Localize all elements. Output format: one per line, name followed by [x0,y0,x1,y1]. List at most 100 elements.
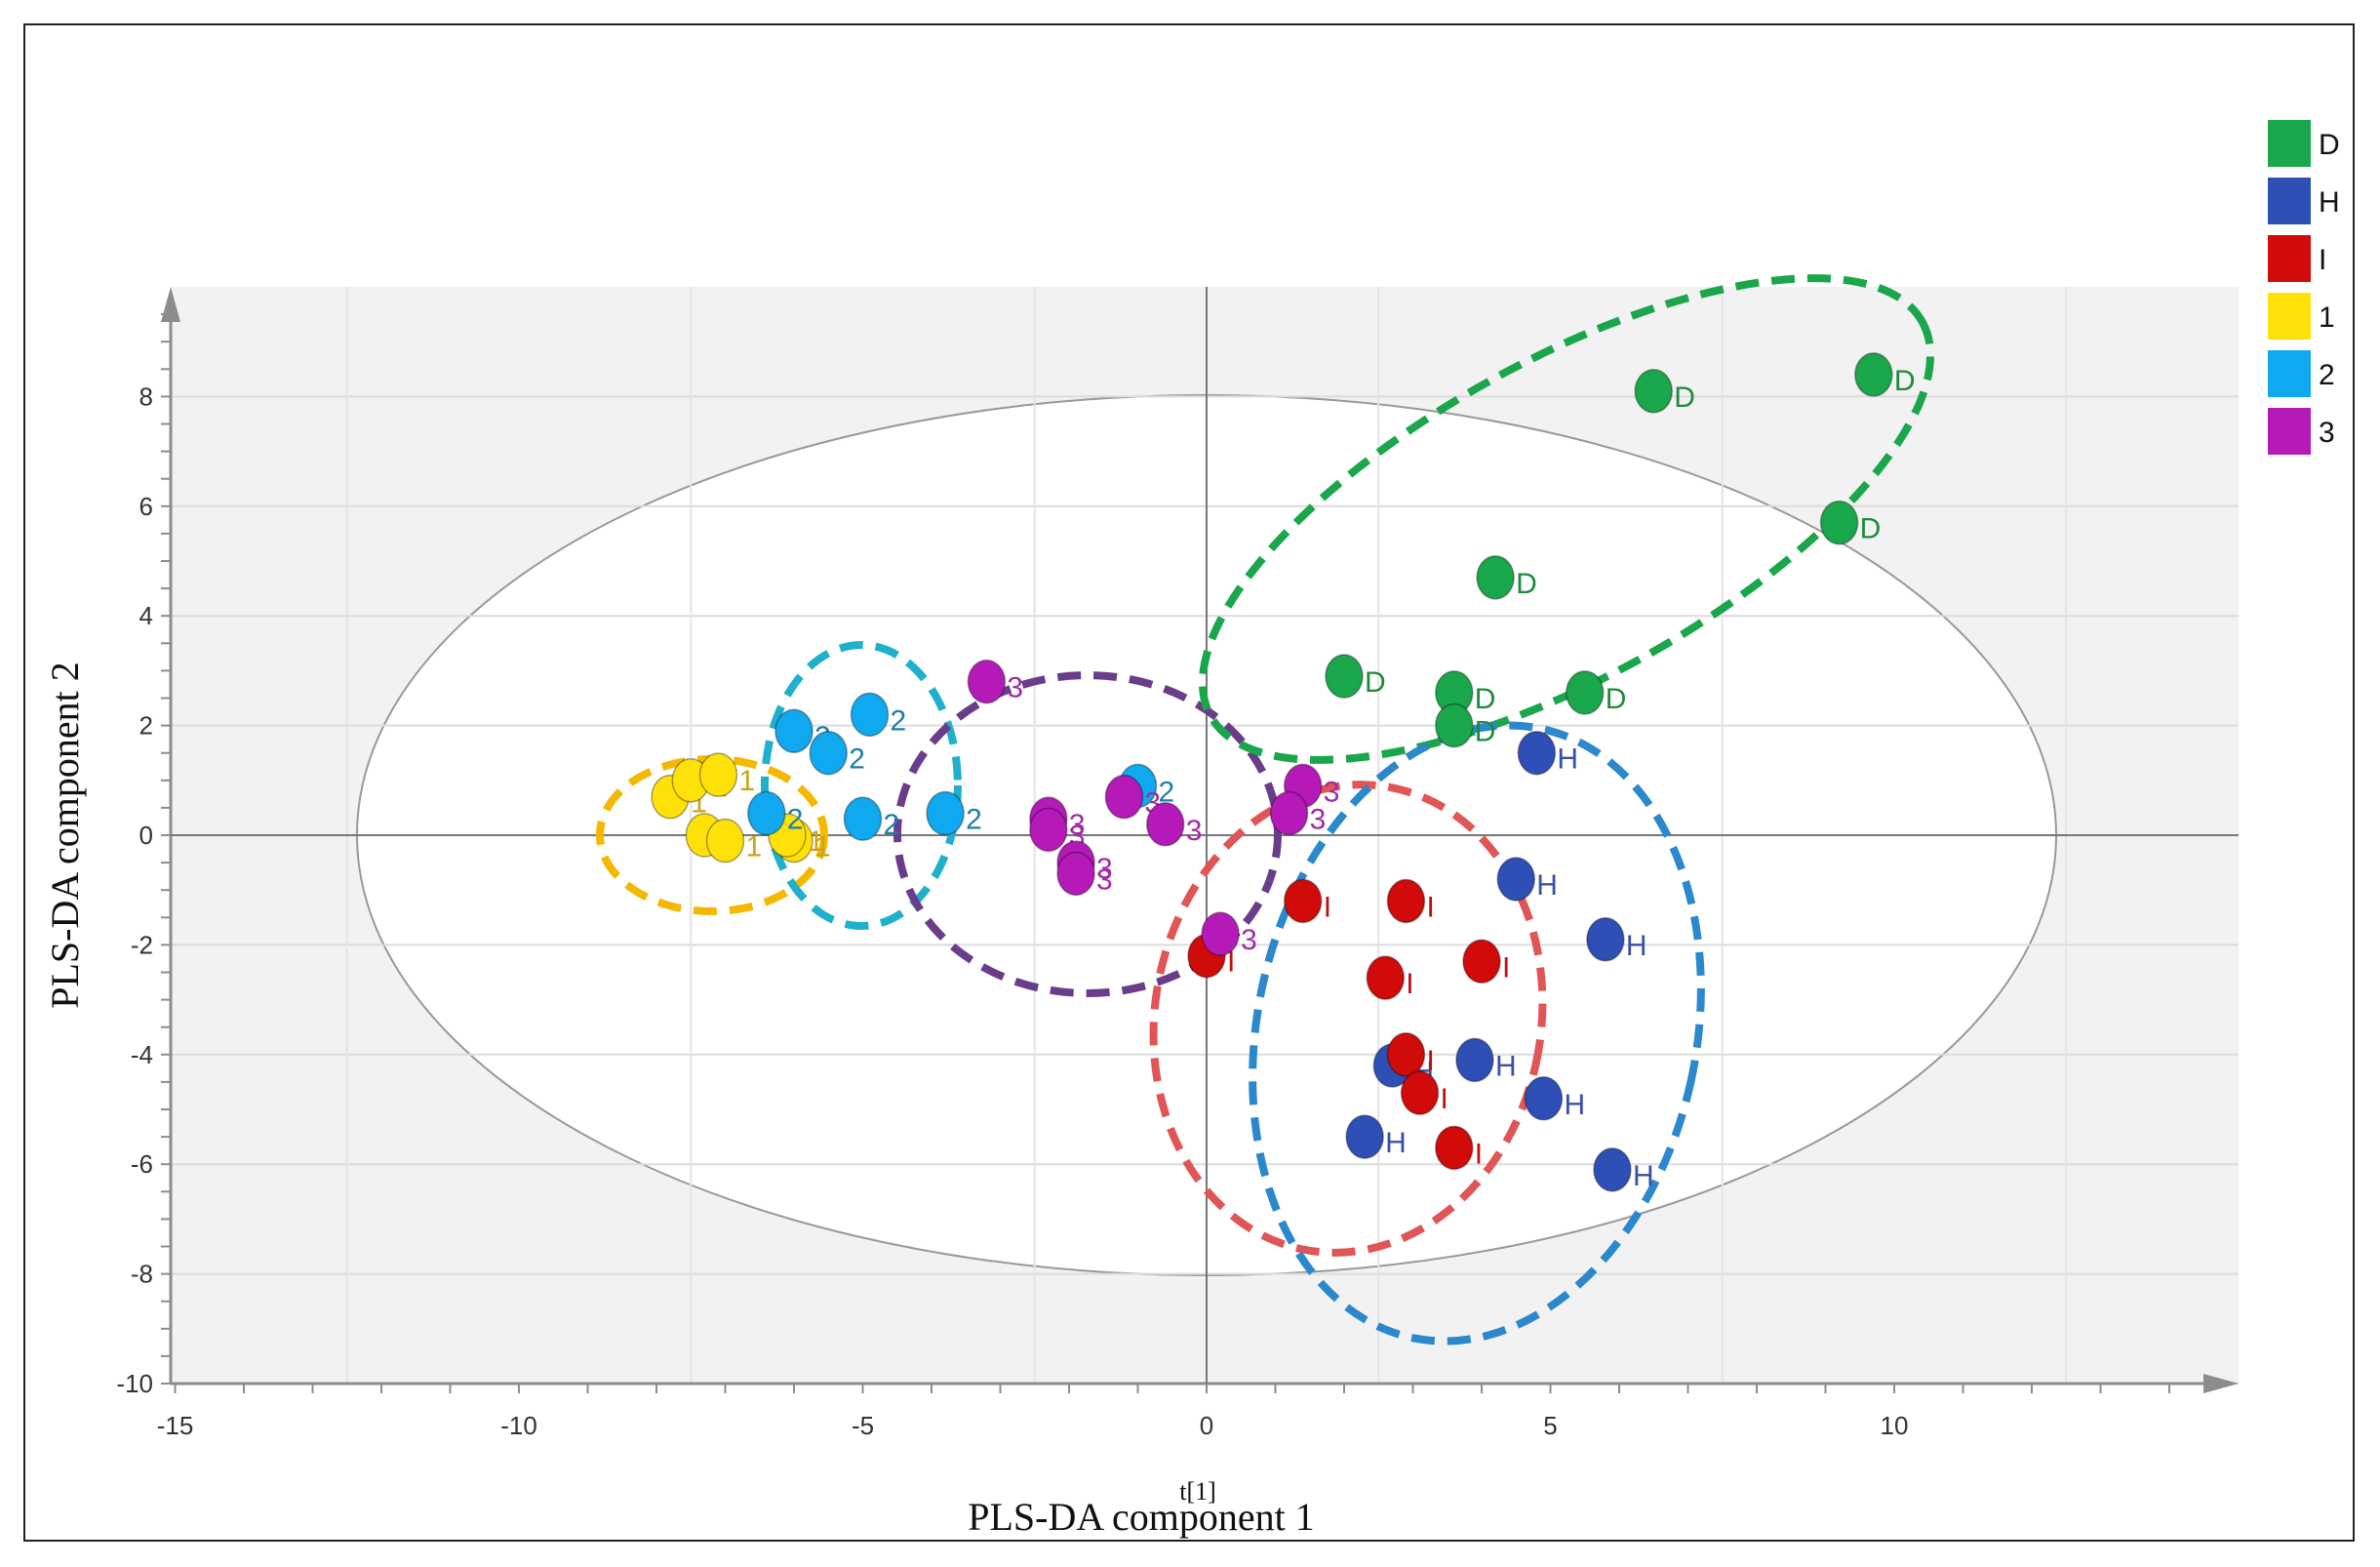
data-point-I [1283,878,1323,924]
point-label-I: I [1324,891,1331,923]
point-label-I: I [1441,1083,1448,1115]
data-point-H [1593,1147,1632,1192]
data-point-I [1400,1070,1440,1115]
data-point-2 [747,790,786,836]
chart-frame [23,23,2355,1542]
cluster-outline-2 [761,641,962,930]
point-label-H: H [1385,1127,1407,1159]
y-tick-label: -2 [131,930,153,959]
point-label-I: I [1502,951,1510,984]
data-point-I [1366,955,1406,1000]
x-axis-title: PLS-DA component 1 [968,1495,1315,1539]
data-point-3 [1029,807,1068,853]
legend-swatch-1 [2268,293,2311,340]
legend-swatch-I [2268,235,2311,282]
data-point-I [1435,1125,1474,1171]
point-label-1: 1 [738,765,755,797]
legend-swatch-D [2268,120,2311,167]
data-point-3 [1201,911,1240,956]
data-point-D [1634,369,1673,414]
y-tick-label: 0 [139,821,153,850]
data-points: DDDDDDDDHHHHHHHHIIIIIIII1111111222222233… [651,352,1916,1192]
data-point-I [1386,878,1426,924]
data-point-H [1455,1037,1494,1083]
y-tick-label: -6 [131,1149,153,1179]
point-label-I: I [1227,946,1235,979]
point-label-3: 3 [1096,853,1113,885]
point-label-D: D [1860,513,1882,545]
legend-label-H: H [2319,186,2340,219]
point-label-D: D [1475,683,1496,715]
data-point-D [1435,703,1474,748]
data-point-D [1325,654,1364,699]
point-label-3: 3 [1007,672,1023,704]
point-label-H: H [1495,1050,1517,1082]
legend: DHI 1 2 3 [2268,120,2340,455]
point-label-H: H [1564,1089,1585,1121]
point-label-D: D [1475,716,1496,748]
legend-swatch-2 [2268,350,2311,397]
x-tick-label: -5 [852,1411,874,1440]
point-label-2: 2 [787,804,804,836]
data-point-D [1819,500,1859,545]
x-tick-label: 5 [1543,1411,1557,1440]
point-label-2: 2 [884,809,900,841]
legend-label-D: D [2319,129,2340,161]
data-point-3 [1269,790,1309,836]
data-point-D [1854,352,1893,397]
point-label-H: H [1557,743,1578,776]
legend-label-3: 3 [2319,417,2335,449]
point-label-3: 3 [1310,804,1327,836]
data-point-3 [1056,851,1095,897]
y-axis-title: PLS-DA component 2 [43,662,87,1009]
data-point-H [1524,1076,1564,1121]
data-point-2 [809,730,848,776]
point-label-I: I [1475,1138,1483,1170]
point-label-H: H [1626,930,1647,962]
point-label-3: 3 [1241,924,1257,956]
data-point-H [1517,730,1557,776]
data-point-1 [705,818,745,864]
x-axis-small-label: t[1] [1179,1477,1216,1506]
point-label-H: H [1536,869,1558,902]
data-point-H [1345,1114,1384,1159]
y-tick-label: -4 [131,1040,153,1069]
point-label-3: 3 [1324,776,1340,808]
point-label-3: 3 [1069,809,1086,841]
legend-label-I: I [2319,244,2326,276]
data-point-2 [774,708,813,753]
x-tick-label: -15 [157,1411,194,1440]
y-tick-label: 2 [139,711,153,741]
data-point-3 [967,659,1007,704]
point-label-H: H [1633,1160,1654,1192]
y-tick-label: 6 [139,492,153,521]
cluster-outline-3 [893,671,1282,997]
point-label-I: I [1426,891,1434,923]
point-label-I: I [1426,1045,1434,1077]
cluster-outline-D [1198,274,1935,764]
data-point-H [1586,917,1625,962]
point-label-D: D [1516,568,1537,600]
point-label-1: 1 [814,831,831,864]
y-tick-label: -10 [116,1369,153,1398]
data-point-1 [698,752,738,797]
point-label-3: 3 [1096,864,1113,896]
point-label-2: 2 [849,743,865,776]
point-label-I: I [1406,968,1413,1000]
data-point-3 [1145,802,1185,847]
legend-label-2: 2 [2319,359,2335,391]
axes [161,287,2239,1393]
point-label-D: D [1606,683,1627,715]
data-point-2 [850,692,890,738]
data-point-2 [926,790,965,836]
point-label-2: 2 [1159,776,1175,808]
point-label-2: 2 [966,804,982,836]
y-tick-label: 8 [139,382,153,411]
x-tick-label: 0 [1200,1411,1213,1440]
x-axis-arrow [2203,1374,2239,1393]
cluster-outline-H [1249,721,1705,1346]
legend-swatch-H [2268,178,2311,224]
point-label-1: 1 [746,831,763,864]
